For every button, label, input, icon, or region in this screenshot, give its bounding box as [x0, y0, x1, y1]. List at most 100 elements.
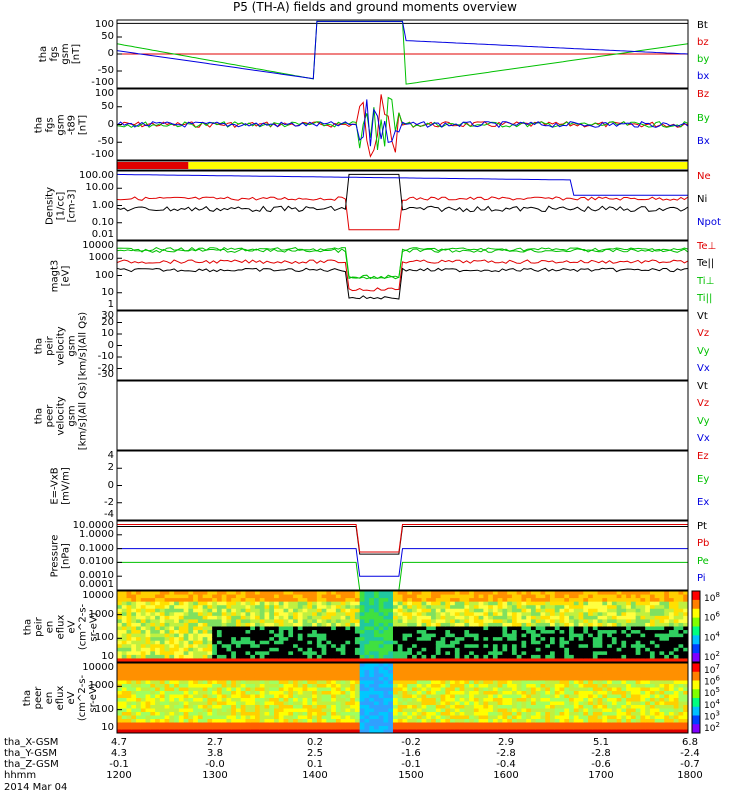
spectrogram-cell: [402, 687, 408, 692]
spectrogram-cell: [535, 626, 541, 631]
spectrogram-cell: [635, 722, 641, 727]
spectrogram-cell: [488, 729, 494, 734]
spectrogram-cell: [264, 687, 270, 692]
panel-4: [116, 170, 689, 241]
spectrogram-cell: [369, 691, 375, 695]
spectrogram-cell: [668, 673, 675, 678]
spectrogram-cell: [478, 715, 484, 720]
spectrogram-cell: [630, 612, 637, 617]
spectrogram-cell: [573, 687, 580, 692]
spectrogram-cell: [649, 673, 656, 678]
spectrogram-cell: [664, 726, 670, 730]
spectrogram-cell: [535, 654, 541, 659]
spectrogram-cell: [354, 708, 361, 713]
spectrogram-cell: [559, 626, 565, 631]
spectrogram-cell: [478, 622, 484, 627]
spectrogram-cell: [140, 694, 147, 699]
spectrogram-cell: [254, 698, 261, 702]
spectrogram-cell: [678, 605, 684, 610]
spectrogram-cell: [307, 701, 313, 706]
spectrogram-cell: [307, 677, 313, 681]
spectrogram-cell: [145, 694, 151, 699]
spectrogram-cell: [321, 647, 327, 652]
spectrogram-cell: [221, 687, 227, 692]
spectrogram-cell: [426, 612, 432, 617]
spectrogram-cell: [583, 608, 589, 613]
spectrogram-cell: [388, 651, 394, 656]
spectrogram-cell: [164, 601, 170, 606]
spectrogram-cell: [402, 712, 408, 716]
spectrogram-cell: [483, 698, 489, 702]
spectrogram-cell: [488, 722, 494, 727]
spectrogram-cell: [507, 701, 513, 706]
spectrogram-cell: [378, 622, 384, 627]
spectrogram-cell: [392, 729, 399, 734]
spectrogram-cell: [412, 605, 418, 610]
spectrogram-cell: [426, 598, 432, 603]
spectrogram-cell: [592, 666, 599, 671]
spectrogram-cell: [221, 626, 227, 631]
spectrogram-cell: [621, 647, 627, 652]
spectrogram-cell: [392, 619, 399, 624]
spectrogram-cell: [369, 658, 375, 663]
spectrogram-cell: [426, 715, 432, 720]
spectrogram-cell: [616, 605, 622, 610]
spectrogram-cell: [345, 605, 351, 610]
spectrogram-cell: [340, 673, 346, 678]
spectrogram-cell: [478, 701, 484, 706]
spectrogram-cell: [283, 591, 289, 596]
spectrogram-cell: [573, 612, 580, 617]
spectrogram-cell: [297, 658, 304, 663]
spectrogram-cell: [473, 598, 480, 603]
spectrogram-cell: [583, 633, 589, 638]
spectrogram-cell: [607, 644, 613, 649]
spectrogram-cell: [297, 729, 304, 734]
spectrogram-cell: [216, 658, 223, 663]
spectrogram-cell: [326, 701, 332, 706]
spectrogram-cell: [535, 708, 541, 713]
spectrogram-cell: [607, 633, 613, 638]
spectrogram-cell: [331, 722, 337, 727]
spectrogram-cell: [483, 644, 489, 649]
series-line-Pb: [117, 524, 688, 553]
spectrogram-cell: [178, 651, 185, 656]
spectrogram-cell: [526, 615, 532, 620]
spectrogram-cell: [159, 698, 166, 702]
spectrogram-cell: [188, 647, 194, 652]
spectrogram-cell: [340, 647, 346, 652]
spectrogram-cell: [678, 705, 684, 709]
spectrogram-cell: [416, 719, 423, 723]
spectrogram-cell: [397, 708, 403, 713]
spectrogram-cell: [169, 722, 175, 727]
spectrogram-cell: [321, 687, 327, 692]
spectrogram-cell: [259, 644, 266, 649]
spectrogram-cell: [521, 615, 527, 620]
spectrogram-cell: [621, 658, 627, 663]
spectrogram-cell: [264, 715, 270, 720]
spectrogram-cell: [188, 594, 194, 599]
colorbar-swatch: [692, 706, 700, 716]
spectrogram-cell: [388, 719, 394, 723]
spectrogram-cell: [464, 619, 470, 624]
spectrogram-cell: [197, 715, 204, 720]
spectrogram-cell: [321, 605, 327, 610]
spectrogram-cell: [297, 698, 304, 702]
spectrogram-cell: [274, 601, 280, 606]
spectrogram-cell: [269, 644, 275, 649]
spectrogram-cell: [378, 687, 384, 692]
spectrogram-cell: [312, 687, 318, 692]
spectrogram-cell: [169, 647, 175, 652]
spectrogram-cell: [616, 680, 622, 685]
spectrogram-cell: [564, 712, 570, 716]
spectrogram-cell: [212, 594, 218, 599]
spectrogram-cell: [654, 670, 660, 674]
spectrogram-cell: [559, 677, 565, 681]
spectrogram-cell: [521, 601, 527, 606]
spectrogram-cell: [678, 687, 684, 692]
spectrogram-cell: [597, 708, 603, 713]
spectrogram-cell: [426, 726, 432, 730]
spectrogram-cell: [269, 677, 275, 681]
spectrogram-cell: [583, 666, 589, 671]
spectrogram-cell: [383, 630, 389, 635]
spectrogram-cell: [664, 640, 670, 645]
